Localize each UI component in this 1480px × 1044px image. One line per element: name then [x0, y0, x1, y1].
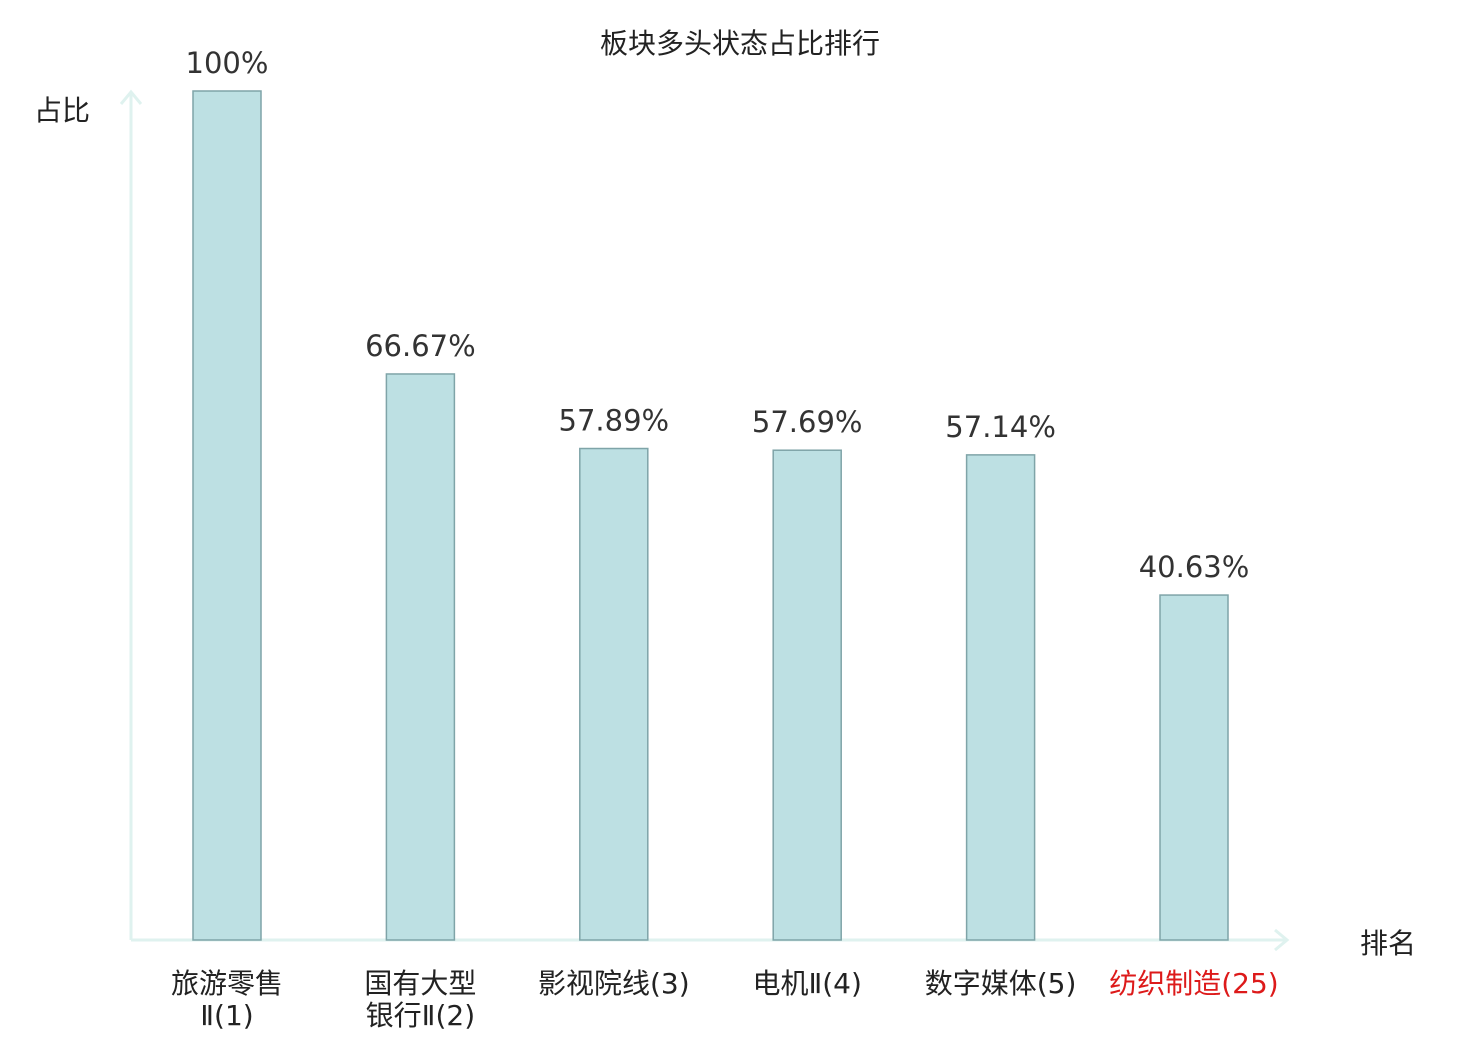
category-label-4: 电机Ⅱ(4) [752, 967, 861, 1000]
value-label-6: 40.63% [1139, 550, 1250, 584]
y-axis-label: 占比 [34, 94, 90, 127]
category-label-6: 纺织制造(25) [1109, 967, 1278, 1000]
value-label-5: 57.14% [945, 410, 1056, 444]
bar-3 [579, 447, 649, 941]
category-label-3: 影视院线(3) [538, 967, 690, 1000]
category-label-1-line-1: 旅游零售 [171, 967, 283, 1000]
x-axis-label: 排名 [1360, 927, 1416, 960]
value-label-3: 57.89% [559, 404, 670, 438]
bar-1 [192, 90, 262, 941]
value-labels-layer: 100% 66.67% 57.89% 57.69% 57.14% 40.63% [186, 46, 1250, 584]
bar-5 [965, 454, 1036, 941]
chart-title: 板块多头状态占比排行 [600, 27, 880, 60]
category-label-2-line-2: 银行Ⅱ(2) [366, 999, 475, 1032]
category-label-2-line-1: 国有大型 [364, 967, 476, 1000]
bars-layer [192, 90, 1229, 941]
value-label-4: 57.69% [752, 405, 863, 439]
category-label-1-line-2: Ⅱ(1) [200, 999, 253, 1032]
bar-6 [1159, 594, 1229, 941]
value-label-2: 66.67% [365, 329, 476, 363]
category-label-5: 数字媒体(5) [925, 967, 1077, 1000]
bar-4 [772, 449, 842, 941]
value-label-1: 100% [186, 46, 269, 80]
bar-2 [385, 373, 456, 941]
